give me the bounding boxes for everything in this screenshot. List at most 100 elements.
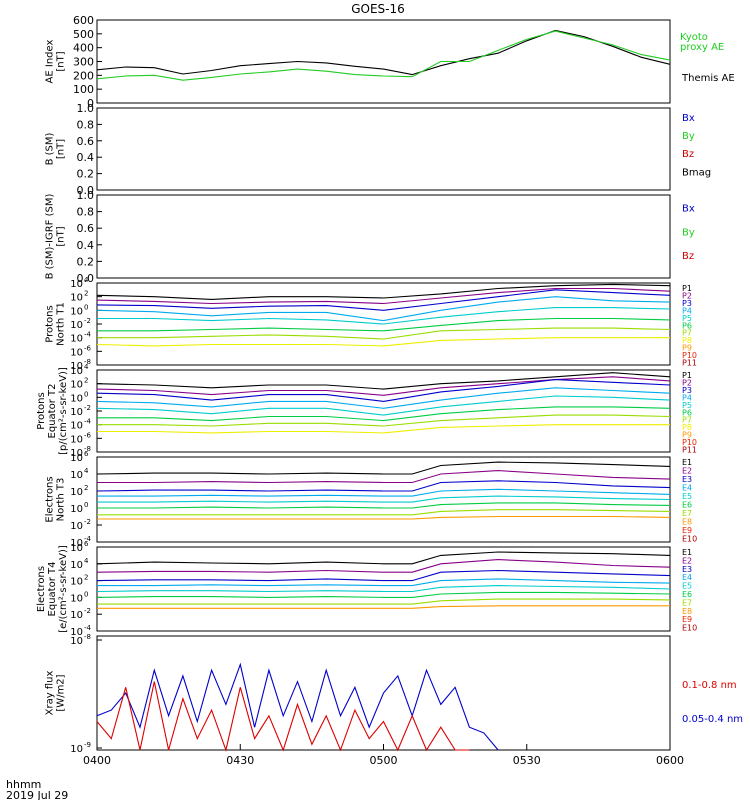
protons-t1-ytick-exp: -6 bbox=[84, 344, 92, 352]
protons-t1-legend-item: P10 bbox=[682, 351, 697, 360]
ae-series-themis-ae bbox=[96, 29, 671, 76]
protons-t2-ylabel-line: Equator T2 bbox=[47, 384, 58, 439]
protons-t1-ytick-base: 10 bbox=[70, 361, 83, 372]
protons-t1-ytick-exp: 0 bbox=[84, 303, 88, 311]
protons-t1-ytick-base: 10 bbox=[70, 293, 83, 304]
electrons-t4-legend-item: E5 bbox=[682, 582, 692, 591]
b-igrf-ytick-label: 1.0 bbox=[77, 189, 95, 202]
protons-t2-ytick-base: 10 bbox=[70, 407, 83, 418]
b-sm-ytick-label: 0.8 bbox=[77, 118, 95, 131]
b-sm-ytick-label: 0.4 bbox=[77, 151, 95, 164]
electrons-t4-ytick-base: 10 bbox=[70, 627, 83, 638]
protons-t2-series-p8 bbox=[97, 424, 670, 434]
protons-t2-ylabel-line: [p/(cm²-s-sr-keV)] bbox=[58, 367, 69, 455]
electrons-t4-legend-item: E2 bbox=[682, 556, 692, 565]
protons-t1-ytick-base: 10 bbox=[70, 279, 83, 290]
electrons-t4-ytick-exp: 4 bbox=[84, 557, 89, 565]
electrons-t4-ytick-exp: -2 bbox=[84, 607, 91, 615]
electrons-t3-ytick-exp: 2 bbox=[84, 484, 88, 492]
protons-t2-ytick-base: 10 bbox=[70, 366, 83, 377]
electrons-t4-ytick-base: 10 bbox=[70, 560, 83, 571]
protons-t2-series-p1 bbox=[96, 372, 671, 390]
electrons-t4-ytick-base: 10 bbox=[70, 543, 83, 554]
x-tick-label: 0600 bbox=[656, 754, 684, 767]
protons-t1-legend-item: P8 bbox=[682, 336, 692, 345]
protons-t2-legend-item: P6 bbox=[682, 408, 692, 417]
protons-t2-ylabel-line: Protons bbox=[36, 392, 47, 429]
b-igrf-ylabel-line: [nT] bbox=[56, 226, 67, 246]
protons-t2-ytick-exp: -2 bbox=[84, 404, 91, 412]
protons-t1-ytick-base: 10 bbox=[70, 334, 83, 345]
ae-legend-item: Themis AE bbox=[681, 73, 735, 84]
ae-ytick-label: 200 bbox=[73, 69, 94, 82]
xray-ylabel-line: Xray flux bbox=[45, 671, 56, 716]
xray-legend-item: 0.1-0.8 nm bbox=[682, 680, 737, 691]
protons-t2-series-p7 bbox=[97, 414, 671, 427]
xray-ytick-base: 10 bbox=[70, 636, 83, 647]
electrons-t3-ytick-base: 10 bbox=[70, 453, 83, 464]
b-igrf-legend-item: Bz bbox=[682, 251, 694, 262]
electrons-t3-ytick-exp: -2 bbox=[84, 518, 91, 526]
electrons-t4-ytick-exp: -4 bbox=[84, 624, 92, 632]
protons-t2-ytick-base: 10 bbox=[70, 393, 83, 404]
x-axis: 0400 0430 0500 0530 0600 bbox=[83, 744, 684, 767]
xray-ylabel-line: [W/m2] bbox=[56, 674, 67, 711]
electrons-t3-series-e5 bbox=[97, 495, 671, 503]
protons-t1-series-p6 bbox=[97, 317, 671, 332]
b-igrf-legend-item: By bbox=[682, 227, 695, 238]
electrons-t3-legend-item: E5 bbox=[682, 492, 692, 501]
electrons-t3-legend-item: E9 bbox=[682, 526, 692, 535]
date-label: 2019 Jul 29 bbox=[6, 789, 68, 800]
protons-t1-ylabel-line: Protons bbox=[45, 305, 56, 342]
x-tick-label: 0430 bbox=[226, 754, 254, 767]
protons-t1-series-p2 bbox=[96, 287, 671, 305]
electrons-t3-legend-item: E6 bbox=[682, 501, 692, 510]
electrons-t3-ytick-base: 10 bbox=[70, 470, 83, 481]
protons-t1-series-p1 bbox=[96, 283, 671, 300]
electrons-t4-legend-item: E7 bbox=[682, 598, 692, 607]
electrons-t4-legend-item: E9 bbox=[682, 615, 692, 624]
b-igrf-ylabel-line: B (SM)-IGRF (SM) bbox=[45, 194, 56, 280]
protons-t1-legend-item: P1 bbox=[682, 284, 692, 293]
b-igrf-ytick-label: 0.4 bbox=[77, 239, 95, 252]
protons-t2-legend-item: P10 bbox=[682, 438, 697, 447]
protons-t1-ylabel-line: North T1 bbox=[56, 302, 67, 346]
electrons-t4-legend-item: E6 bbox=[682, 590, 692, 599]
plot-title: GOES-16 bbox=[351, 2, 405, 16]
b-igrf-frame bbox=[96, 194, 671, 279]
protons-t1-legend-item: P11 bbox=[682, 359, 697, 368]
ae-ytick-label: 600 bbox=[73, 14, 94, 27]
xray-ytick-exp: -8 bbox=[84, 633, 91, 641]
ae-ylabel-line: AE Index bbox=[45, 39, 56, 83]
b-sm-ylabel-line: B (SM) bbox=[45, 132, 56, 165]
ae-ytick-label: 300 bbox=[73, 56, 94, 69]
electrons-t3-series-e3 bbox=[96, 480, 671, 492]
electrons-t3-legend-item: E10 bbox=[682, 535, 697, 544]
protons-t1-legend-item: P6 bbox=[682, 321, 692, 330]
protons-t1-legend-item: P4 bbox=[682, 306, 692, 315]
protons-t1-legend-item: P5 bbox=[682, 314, 692, 323]
ae-ytick-label: 500 bbox=[73, 28, 94, 41]
electrons-t4-series-e6 bbox=[96, 591, 671, 598]
electrons-t4-series-e4 bbox=[97, 578, 671, 587]
protons-t1-ytick-exp: 2 bbox=[84, 290, 88, 298]
ae-series-kyoto-proxy-ae bbox=[96, 30, 671, 81]
electrons-t3-legend-item: E7 bbox=[682, 509, 692, 518]
protons-t2-ytick-base: 10 bbox=[70, 380, 83, 391]
protons-t1-legend-item: P3 bbox=[682, 299, 692, 308]
electrons-t4-legend-item: E3 bbox=[682, 565, 692, 574]
ae-frame bbox=[96, 19, 671, 104]
electrons-t4-series-e3 bbox=[96, 569, 671, 582]
electrons-t4-legend-item: E1 bbox=[682, 548, 692, 557]
b-igrf-ytick-label: 0.0 bbox=[77, 272, 95, 285]
time-label: hhmm bbox=[6, 778, 41, 791]
xray-legend-item: 0.05-0.4 nm bbox=[682, 714, 743, 725]
ae-ylabel-line: [nT] bbox=[56, 51, 67, 71]
b-sm-legend-item: Bz bbox=[682, 149, 694, 160]
